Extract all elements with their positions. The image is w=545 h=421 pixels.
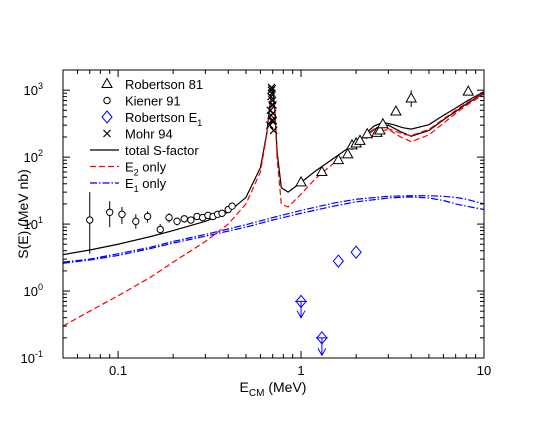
point-kiener-91-3	[132, 217, 140, 226]
point-kiener-91-1	[106, 208, 114, 216]
y-tick-label-0: 10-1	[21, 349, 43, 366]
upper-limit-arrow-1	[315, 337, 328, 357]
y-tick-label-4: 103	[24, 81, 43, 98]
legend-item-robertson81: Robertson 81	[101, 77, 203, 92]
legend-item-robertsonE1: Robertson E1	[101, 110, 202, 128]
point-robertson-81-2	[332, 153, 345, 165]
x-tick-label-2: 10	[477, 363, 491, 378]
legend-label-e1only: E1 only	[125, 176, 167, 194]
series-line-e2-only	[63, 88, 484, 327]
point-robertson-e1-2	[332, 254, 345, 268]
legend-symbol-robertson81	[101, 77, 113, 88]
point-robertson-81-3	[341, 147, 354, 159]
point-mohr-94-13	[267, 111, 276, 120]
point-robertson-81-13	[462, 85, 475, 96]
point-robertson-81-7	[361, 127, 374, 139]
point-kiener-91-15	[218, 209, 226, 217]
point-kiener-91-5	[156, 225, 164, 234]
y-tick-label-2: 101	[24, 215, 43, 232]
legend-label-mohr94: Mohr 94	[125, 127, 173, 142]
point-mohr-94-11	[269, 126, 278, 135]
legend-item-mohr94: Mohr 94	[103, 127, 173, 142]
series-line-total-s-factor	[63, 87, 484, 256]
point-kiener-91-4	[143, 212, 152, 221]
point-robertson-81-11	[390, 104, 402, 116]
point-robertson-81-0	[295, 175, 307, 187]
upper-limit-arrow-0	[295, 300, 308, 319]
point-kiener-91-17	[228, 202, 236, 210]
point-mohr-94-6	[268, 84, 277, 93]
legend-label-robertson81: Robertson 81	[125, 77, 203, 92]
legend-label-robertsonE1: Robertson E1	[125, 110, 202, 128]
point-robertson-81-10	[377, 117, 389, 129]
plot-frame	[62, 69, 485, 359]
legend-symbol-mohr94	[103, 129, 111, 138]
point-robertson-81-6	[354, 134, 366, 145]
legend-label-e2only: E2 only	[125, 160, 167, 178]
x-axis-label: ECM (MeV)	[240, 379, 307, 399]
legend-item-e2only: E2 only	[90, 160, 167, 178]
legend-item-kiener91: Kiener 91	[103, 94, 181, 109]
point-robertson-81-12	[405, 91, 418, 103]
point-mohr-94-14	[268, 101, 276, 109]
markers-layer	[86, 83, 475, 357]
legend-label-total: total S-factor	[125, 143, 199, 158]
point-robertson-81-9	[374, 123, 386, 135]
ticks-layer: 0.1 1 10 10-1 100 101 102 103	[21, 69, 491, 378]
y-tick-label-1: 100	[24, 282, 43, 299]
x-axis-label-subscript: CM	[249, 388, 265, 399]
point-kiener-91-7	[173, 217, 181, 226]
legend-item-total: total S-factor	[90, 143, 199, 158]
legend-symbol-kiener91	[103, 96, 111, 105]
point-kiener-91-8	[180, 215, 188, 223]
point-robertson-81-1	[316, 165, 328, 176]
point-kiener-91-0	[86, 216, 94, 224]
x-tick-label-0: 0.1	[109, 363, 127, 378]
series-line-e1-only-upper	[63, 195, 484, 263]
legend-label-kiener91: Kiener 91	[125, 94, 181, 109]
y-axis-label: S(E) (MeV nb)	[15, 169, 31, 258]
legend-symbol-robertsonE1	[101, 110, 113, 124]
point-kiener-91-6	[165, 213, 173, 222]
series-line-e1-only	[63, 196, 484, 264]
legend-item-e1only: E1 only	[90, 176, 167, 194]
point-mohr-94-10	[269, 116, 278, 125]
y-tick-label-3: 102	[24, 148, 43, 165]
point-kiener-91-9	[187, 216, 195, 224]
x-tick-label-1: 1	[297, 363, 304, 378]
point-mohr-94-9	[269, 101, 277, 109]
point-robertson-e1-3	[350, 245, 362, 259]
point-kiener-91-2	[118, 210, 126, 218]
point-mohr-94-0	[265, 121, 274, 130]
